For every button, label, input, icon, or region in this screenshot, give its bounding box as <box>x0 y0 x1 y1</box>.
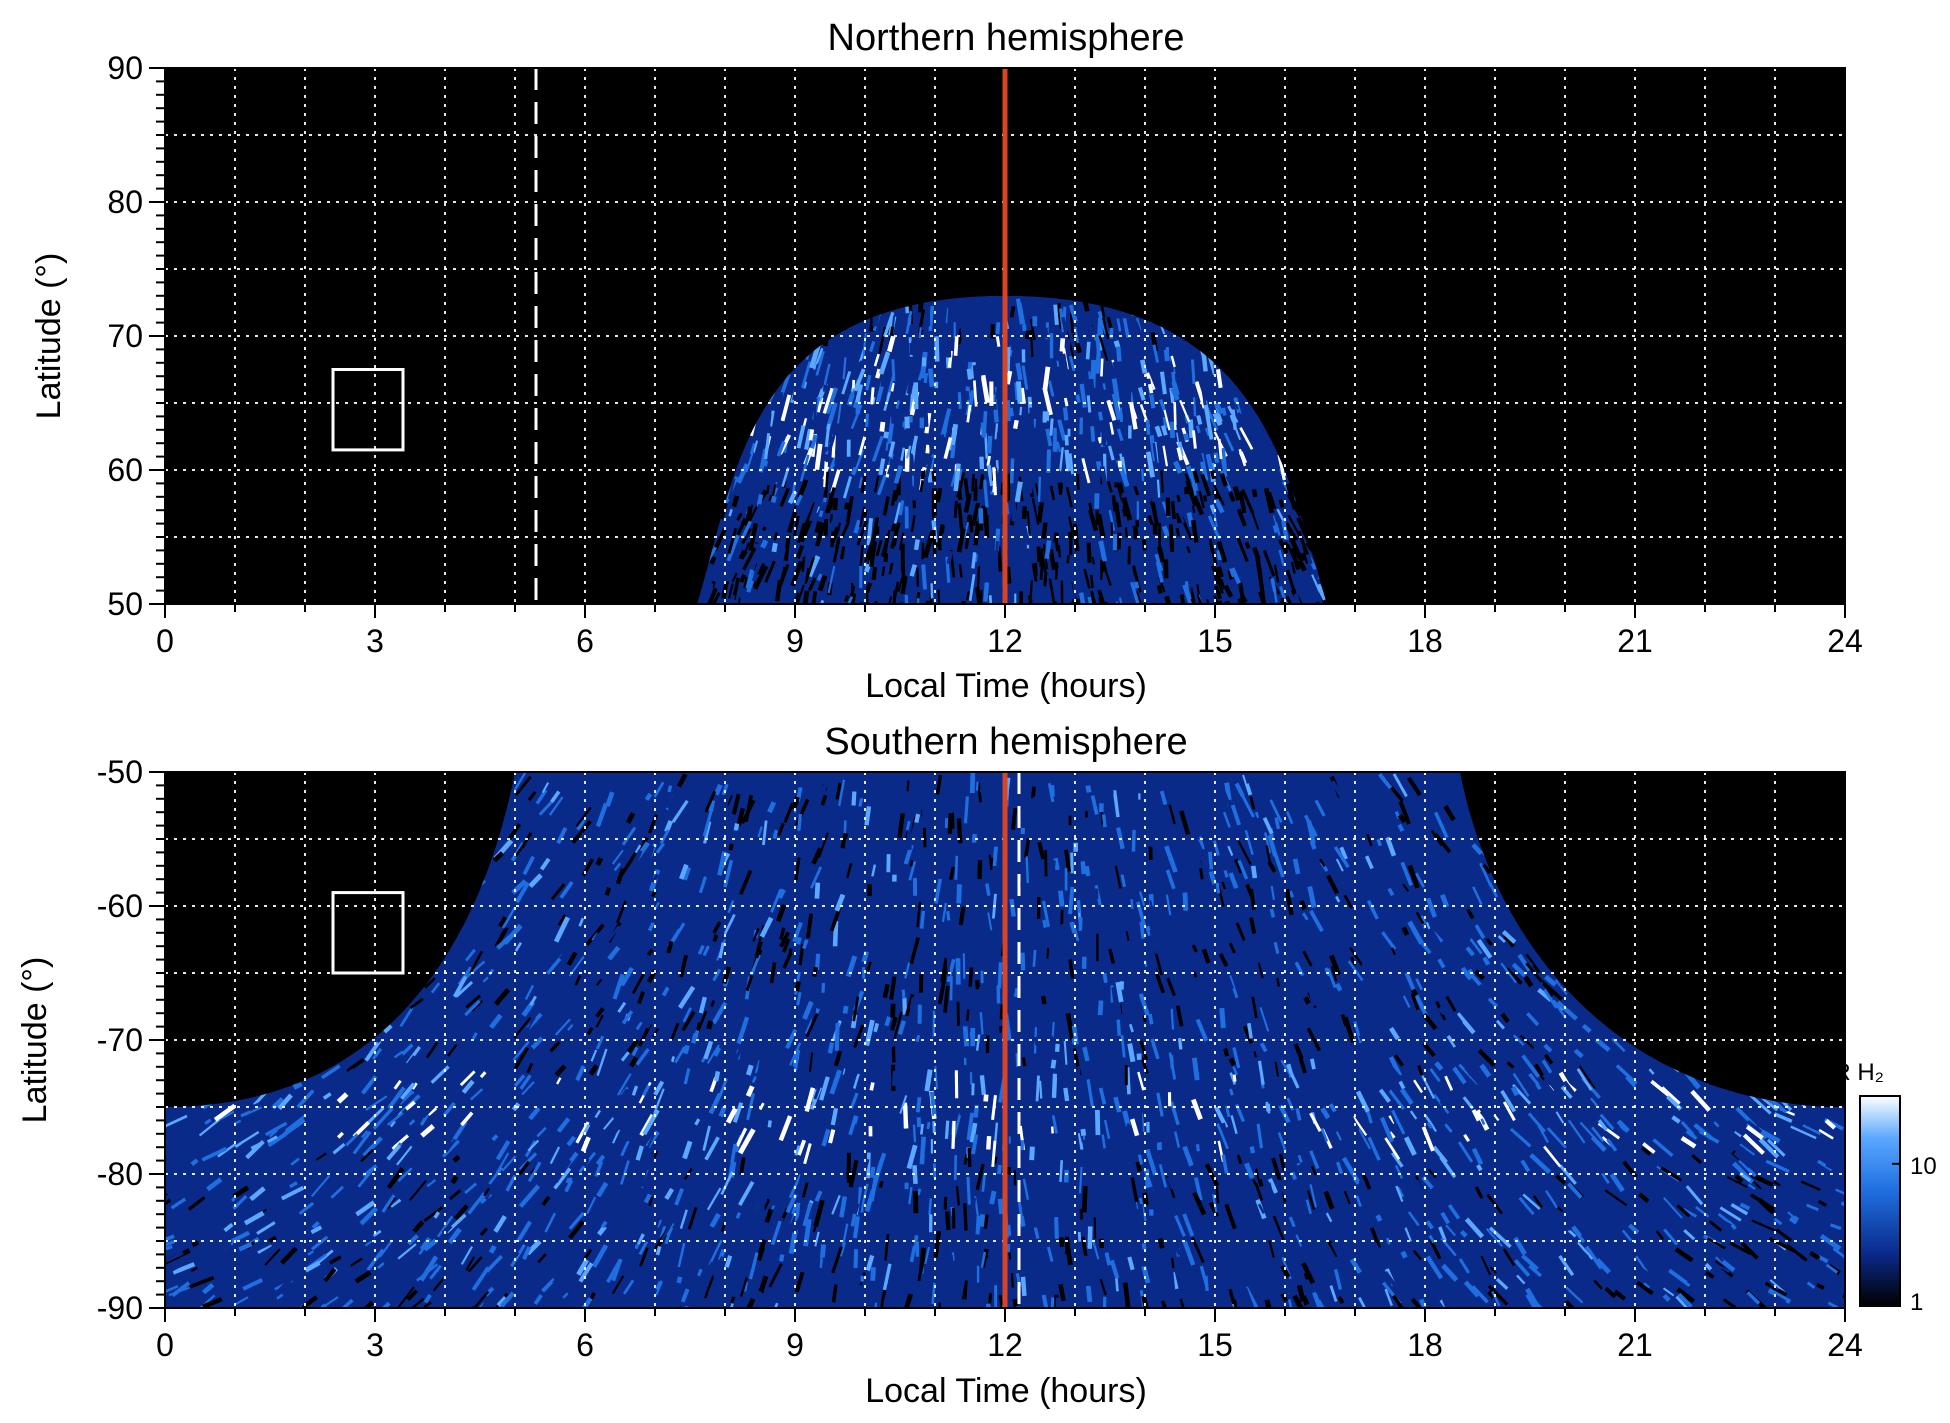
north-overlays <box>331 68 1008 604</box>
south-xtick-label: 18 <box>1407 1327 1443 1363</box>
south-ytick-label: -70 <box>97 1022 143 1058</box>
north-axes: 0 3 6 9 12 15 18 21 24 50 60 70 80 90 <box>107 50 1862 659</box>
north-xtick-label: 0 <box>156 623 174 659</box>
north-region-box <box>331 368 405 452</box>
south-xtick-label: 6 <box>576 1327 594 1363</box>
south-xtick-label: 9 <box>786 1327 804 1363</box>
north-xtick-label: 21 <box>1617 623 1653 659</box>
south-xtick-label: 24 <box>1827 1327 1863 1363</box>
north-ytick-label: 60 <box>107 452 143 488</box>
north-title: Northern hemisphere <box>828 17 1185 59</box>
south-overlays <box>331 772 1021 1308</box>
south-ytick-label: -90 <box>97 1290 143 1326</box>
south-xtick-label: 15 <box>1197 1327 1233 1363</box>
colorbar: kR H₂ 10 1 <box>1821 1059 1936 1316</box>
north-xtick-label: 15 <box>1197 623 1233 659</box>
north-xtick-label: 3 <box>366 623 384 659</box>
north-ytick-label: 90 <box>107 50 143 86</box>
north-ytick-label: 50 <box>107 586 143 622</box>
colorbar-tick-label: 10 <box>1910 1153 1937 1180</box>
north-ylabel: Latitude (°) <box>30 253 68 420</box>
south-ytick-label: -80 <box>97 1156 143 1192</box>
north-ytick-label: 70 <box>107 318 143 354</box>
north-xtick-label: 12 <box>987 623 1023 659</box>
south-title: Southern hemisphere <box>824 721 1187 763</box>
south-xtick-label: 21 <box>1617 1327 1653 1363</box>
south-xlabel: Local Time (hours) <box>865 1372 1147 1410</box>
south-region-box <box>331 891 405 975</box>
colorbar-tick-label: 1 <box>1910 1289 1923 1316</box>
south-ytick-label: -50 <box>97 754 143 790</box>
panel-north: Northern hemisphere 0 3 6 9 12 15 18 21 24 50 60 70… <box>30 17 1863 705</box>
north-ytick-label: 80 <box>107 184 143 220</box>
south-ytick-label: -60 <box>97 888 143 924</box>
colorbar-label: kR H₂ <box>1821 1059 1884 1086</box>
colorbar-ticks: 10 1 <box>1892 1153 1937 1316</box>
south-axes: 0 3 6 9 12 15 18 21 24 -90 -80 -70 -60 -50 <box>97 754 1863 1363</box>
colorbar-gradient <box>1859 1095 1901 1307</box>
south-xtick-label: 0 <box>156 1327 174 1363</box>
panel-south: Southern hemisphere 0 3 6 9 12 15 18 21 24 -90 -80… <box>16 721 1937 1410</box>
north-xlabel: Local Time (hours) <box>865 667 1147 705</box>
north-xtick-label: 6 <box>576 623 594 659</box>
north-xtick-label: 9 <box>786 623 804 659</box>
south-xtick-label: 3 <box>366 1327 384 1363</box>
north-xtick-label: 24 <box>1827 623 1863 659</box>
south-ylabel: Latitude (°) <box>16 957 54 1124</box>
south-xtick-label: 12 <box>987 1327 1023 1363</box>
north-xtick-label: 18 <box>1407 623 1443 659</box>
